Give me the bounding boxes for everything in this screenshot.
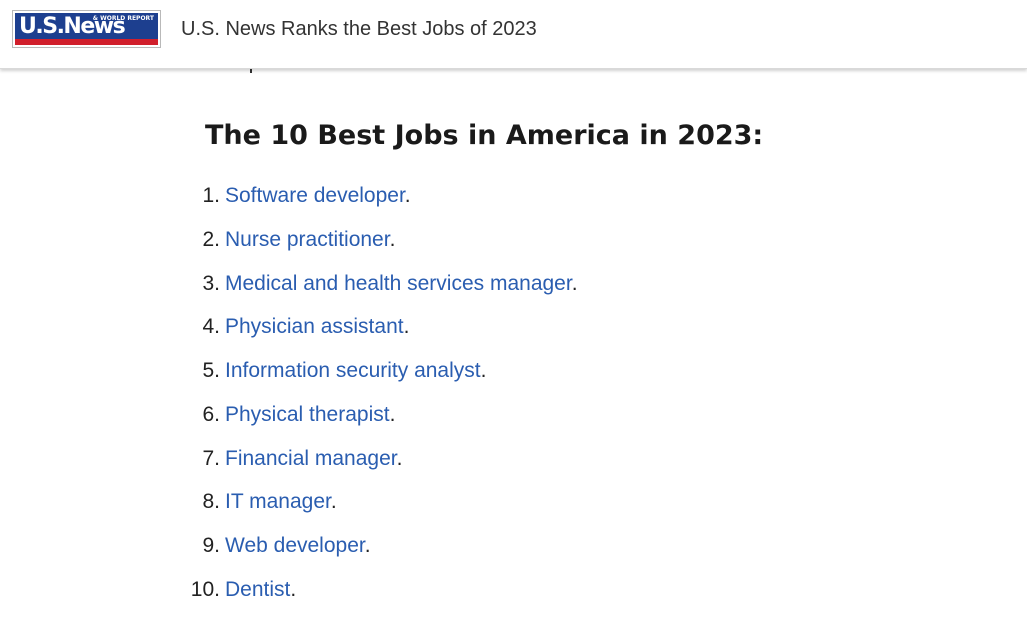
- list-item-number: 5.: [202, 359, 220, 382]
- job-link-financial-manager[interactable]: Financial manager: [225, 446, 397, 470]
- job-link-software-developer[interactable]: Software developer: [225, 184, 405, 207]
- job-link-dentist[interactable]: Dentist: [225, 577, 291, 601]
- header-article-title: U.S. News Ranks the Best Jobs of 2023: [181, 18, 537, 40]
- logo-blue-band: [15, 13, 158, 39]
- job-link-information-security-analyst[interactable]: Information security analyst: [225, 359, 481, 382]
- list-item-number: 4.: [202, 315, 220, 339]
- list-heading: The 10 Best Jobs in America in 2023:: [205, 120, 764, 151]
- list-item-period: .: [403, 315, 410, 339]
- job-link-medical-health-services-manager[interactable]: Medical and health services manager: [225, 271, 572, 295]
- job-link-physical-therapist[interactable]: Physical therapist: [225, 402, 390, 426]
- list-item-period: .: [571, 271, 578, 295]
- list-item-number: 8.: [202, 490, 220, 514]
- site-header: U.S.News & WORLD REPORT U.S. News Ranks …: [0, 0, 1027, 69]
- list-item-period: .: [404, 184, 411, 207]
- list-item-period: .: [364, 534, 371, 557]
- list-item-period: .: [389, 227, 396, 251]
- list-item-period: .: [396, 446, 403, 470]
- job-link-nurse-practitioner[interactable]: Nurse practitioner: [225, 227, 390, 251]
- list-item-number: 9.: [202, 534, 220, 557]
- list-item-period: .: [330, 490, 337, 514]
- list-item-period: .: [389, 402, 396, 426]
- scrolled-text-fragment: [250, 68, 252, 73]
- usnews-logo[interactable]: U.S.News & WORLD REPORT: [12, 10, 161, 48]
- list-item-number: 6.: [202, 402, 220, 426]
- job-link-physician-assistant[interactable]: Physician assistant: [225, 315, 404, 339]
- logo-wordmark: U.S.News: [19, 14, 126, 39]
- list-item-number: 2.: [202, 227, 220, 251]
- logo-subtext: & WORLD REPORT: [92, 15, 154, 22]
- list-item-number: 10.: [190, 577, 220, 601]
- list-item-number: 1.: [202, 184, 220, 207]
- logo-red-band: [15, 39, 158, 45]
- list-item-period: .: [290, 577, 297, 601]
- list-item-number: 7.: [202, 446, 220, 470]
- list-item-number: 3.: [202, 271, 220, 295]
- job-link-web-developer[interactable]: Web developer: [225, 534, 365, 557]
- list-item-period: .: [480, 359, 487, 382]
- job-link-it-manager[interactable]: IT manager: [225, 490, 331, 514]
